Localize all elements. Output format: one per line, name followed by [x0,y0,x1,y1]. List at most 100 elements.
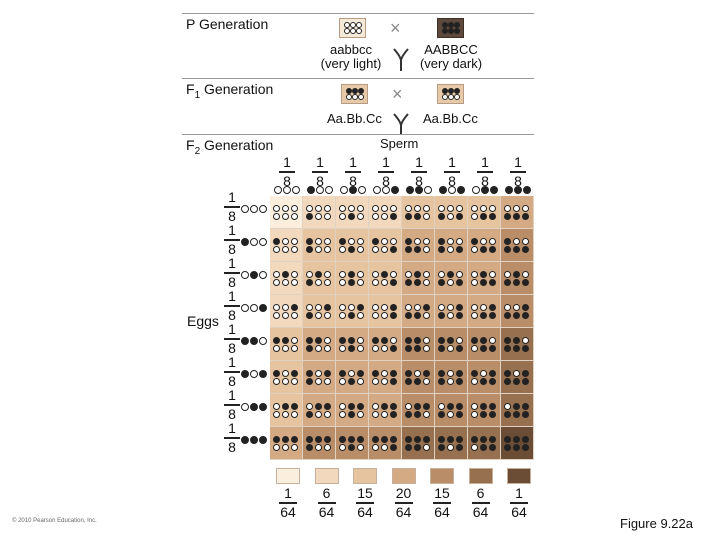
light-allele-icon [339,278,346,286]
phenotype-fraction: 1 64 [273,486,303,520]
sperm-gamete [274,186,300,194]
light-allele-icon [423,410,430,418]
light-allele-icon [381,377,388,385]
light-allele-icon [381,311,388,319]
dark-allele-icon [513,443,520,451]
dark-allele-icon [447,336,454,344]
offspring-cell [369,196,402,229]
dark-allele-icon [306,410,313,418]
light-allele-icon [292,186,300,194]
light-allele-icon [405,303,412,311]
p-merge-arrow [393,48,409,71]
dark-allele-icon [447,28,454,34]
dark-allele-icon [414,402,421,410]
dark-allele-icon [471,237,478,245]
phenotype-fraction: 6 64 [312,486,342,520]
dark-allele-icon [291,369,298,377]
dark-allele-icon [390,212,397,220]
fraction-denominator: 8 [228,208,236,224]
offspring-cell [270,427,303,460]
dark-allele-icon [456,443,463,451]
fraction-numerator: 1 [228,387,236,403]
dark-allele-icon [480,212,487,220]
offspring-cell [336,262,369,295]
dark-allele-icon [414,410,421,418]
light-allele-icon [471,245,478,253]
dark-allele-icon [480,377,487,385]
dark-allele-icon [439,186,447,194]
sperm-gamete [307,186,333,194]
light-allele-icon [373,186,381,194]
dark-allele-icon [390,402,397,410]
dark-allele-icon [456,311,463,319]
light-allele-icon [513,204,520,212]
light-allele-icon [324,278,331,286]
fraction-denominator: 8 [228,274,236,290]
dark-allele-icon [489,303,496,311]
sperm-gamete [439,186,465,194]
dark-allele-icon [489,212,496,220]
dark-allele-icon [513,212,520,220]
dark-allele-icon [513,270,520,278]
dark-allele-icon [405,369,412,377]
dark-allele-icon [480,443,487,451]
fraction-numerator: 1 [382,154,390,170]
light-allele-icon [324,212,331,220]
light-allele-icon [372,311,379,319]
dark-allele-icon [348,212,355,220]
offspring-cell [501,262,534,295]
light-allele-icon [357,311,364,319]
light-allele-icon [357,204,364,212]
light-allele-icon [291,336,298,344]
light-allele-icon [447,94,454,100]
offspring-cell [336,295,369,328]
dark-allele-icon [490,186,498,194]
light-allele-icon [282,311,289,319]
fraction-numerator: 1 [228,255,236,271]
light-allele-icon [273,303,280,311]
phenotype-fraction: 20 64 [389,486,419,520]
light-allele-icon [355,22,362,28]
light-allele-icon [489,270,496,278]
dark-allele-icon [522,377,529,385]
dark-allele-icon [504,410,511,418]
light-allele-icon [447,278,454,286]
light-allele-icon [513,303,520,311]
fraction-denominator: 8 [228,373,236,389]
light-allele-icon [241,271,249,279]
dark-allele-icon [423,369,430,377]
light-allele-icon [273,402,280,410]
dark-allele-icon [372,237,379,245]
dark-allele-icon [504,369,511,377]
phenotype-fraction: 15 64 [427,486,457,520]
light-allele-icon [355,28,362,34]
dark-allele-icon [414,212,421,220]
dark-allele-icon [513,377,520,385]
light-allele-icon [348,237,355,245]
light-allele-icon [291,311,298,319]
offspring-cell [468,427,501,460]
offspring-cell [402,262,435,295]
fraction-bar [224,371,240,373]
light-allele-icon [381,369,388,377]
dark-allele-icon [513,278,520,286]
dark-allele-icon [273,435,280,443]
light-allele-icon [372,278,379,286]
offspring-cell [270,361,303,394]
dark-allele-icon [513,344,520,352]
dark-allele-icon [438,369,445,377]
light-allele-icon [259,271,267,279]
egg-gamete [241,205,267,213]
light-allele-icon [405,402,412,410]
light-allele-icon [357,245,364,253]
dark-allele-icon [381,336,388,344]
light-allele-icon [423,344,430,352]
dark-allele-icon [357,303,364,311]
light-allele-icon [339,270,346,278]
fraction-numerator: 1 [514,154,522,170]
dark-allele-icon [513,245,520,253]
light-allele-icon [273,410,280,418]
light-allele-icon [291,212,298,220]
